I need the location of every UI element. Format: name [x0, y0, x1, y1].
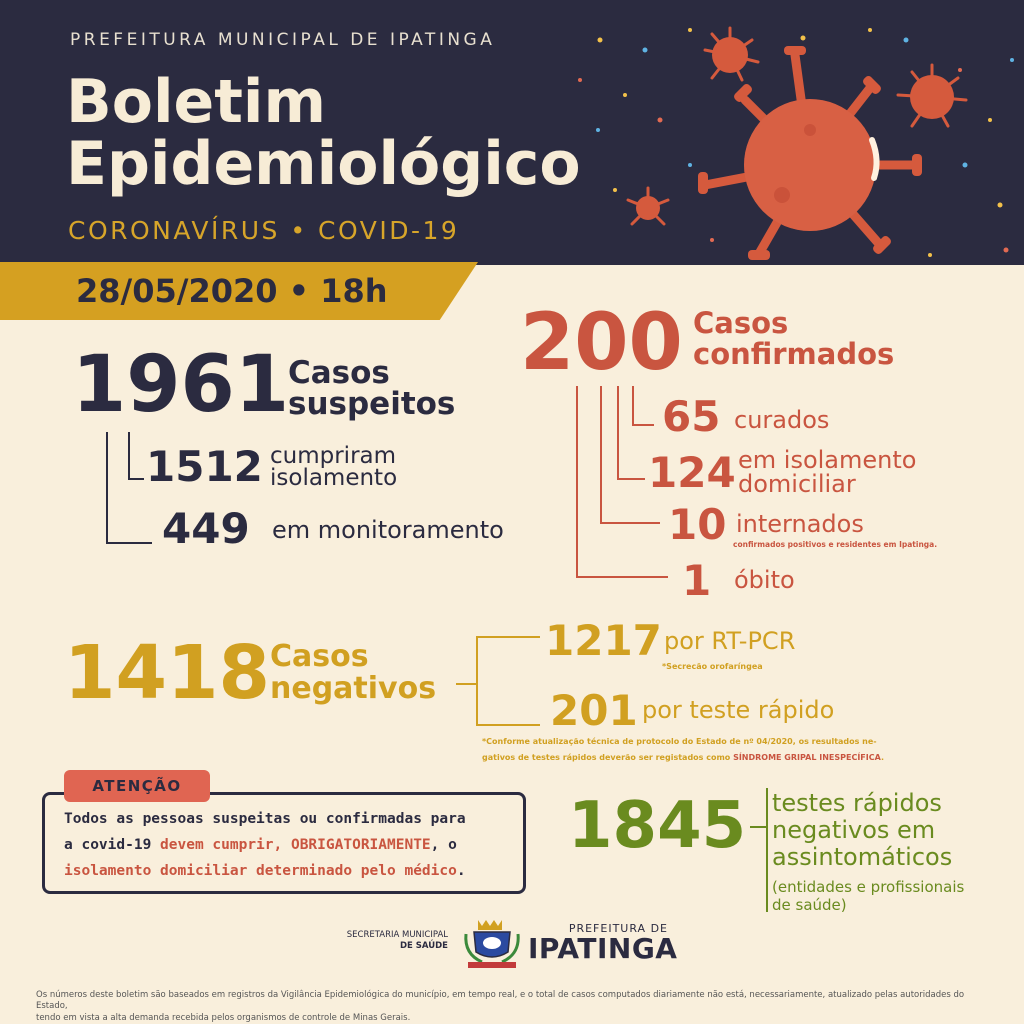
connector — [617, 386, 619, 480]
confirmados-total: 200 — [520, 298, 683, 388]
connector — [476, 636, 540, 638]
atencao-box — [42, 792, 526, 894]
atencao-badge: ATENÇÃO — [64, 770, 210, 802]
org-name: PREFEITURA MUNICIPAL DE IPATINGA — [70, 30, 496, 50]
isolamento-label-2: isolamento — [270, 465, 398, 491]
connector — [456, 683, 478, 685]
connector — [632, 424, 654, 426]
monitoramento-label: em monitoramento — [272, 516, 504, 544]
connector — [766, 788, 768, 912]
rtpcr-label: por RT-PCR — [664, 627, 796, 655]
connector — [576, 576, 668, 578]
isolamento-domiciliar-label-1: em isolamento — [738, 446, 917, 474]
prefeitura-logo: PREFEITURA DE IPATINGA — [528, 922, 678, 965]
testes-note-2: de saúde) — [772, 896, 847, 914]
rtpcr-value: 1217 — [545, 616, 662, 665]
suspeitos-label-2: suspeitos — [288, 386, 456, 422]
rapido-value: 201 — [550, 686, 638, 735]
connector — [106, 542, 152, 544]
isolamento-value: 1512 — [146, 442, 263, 491]
internados-label: internados — [736, 510, 864, 538]
confirmados-label-2: confirmados — [693, 337, 895, 371]
date-band — [0, 262, 478, 320]
obito-label: óbito — [734, 566, 795, 594]
monitoramento-value: 449 — [162, 504, 250, 553]
connector — [476, 724, 540, 726]
atencao-text: Todos as pessoas suspeitas ou confirmada… — [64, 811, 466, 879]
connector — [632, 386, 634, 426]
confirmados-label-1: Casos — [693, 306, 789, 340]
obito-value: 1 — [682, 556, 712, 605]
isolamento-domiciliar-value: 124 — [648, 448, 736, 497]
date-label: 28/05/2020 • 18h — [76, 272, 388, 310]
title-line-1: Boletim — [66, 67, 326, 137]
testes-label-3: assintomáticos — [772, 843, 953, 871]
suspeitos-total: 1961 — [72, 340, 290, 430]
connector — [128, 478, 144, 480]
connector — [750, 826, 766, 828]
rtpcr-note: *Secrecão orofaríngea — [662, 662, 763, 671]
connector — [128, 432, 130, 480]
title-line-2: Epidemiológico — [66, 129, 581, 199]
connector — [600, 386, 602, 524]
negativos-label-2: negativos — [270, 671, 437, 706]
testes-note-1: (entidades e profissionais — [772, 878, 965, 896]
connector — [106, 432, 108, 544]
suspeitos-label-1: Casos — [288, 355, 390, 391]
connector — [476, 636, 478, 726]
testes-value: 1845 — [568, 789, 747, 863]
curados-label: curados — [734, 406, 830, 434]
connector — [617, 478, 645, 480]
rapido-label: por teste rápido — [642, 696, 835, 724]
virus-illustration — [578, 26, 1014, 260]
isolamento-domiciliar-label-2: domiciliar — [738, 470, 856, 498]
curados-value: 65 — [662, 392, 721, 441]
testes-label-2: negativos em — [772, 816, 936, 844]
secretaria-logo: SECRETARIA MUNICIPAL DE SAÚDE — [346, 930, 448, 952]
footer-disclaimer: Os números deste boletim são baseados em… — [36, 990, 965, 1023]
connector — [576, 386, 578, 578]
subtitle: CORONAVÍRUS • COVID-19 — [68, 216, 460, 245]
negativos-total: 1418 — [64, 630, 270, 716]
connector — [600, 522, 660, 524]
internados-value: 10 — [668, 500, 727, 549]
isolamento-label-1: cumpriram — [270, 443, 397, 469]
internados-note: confirmados positivos e residentes em Ip… — [733, 540, 938, 549]
negativos-note-1: *Conforme atualização técnica de protoco… — [482, 737, 877, 746]
negativos-note-2: gativos de testes rápidos deverão ser re… — [482, 753, 884, 762]
coat-of-arms-icon — [464, 920, 520, 968]
testes-label-1: testes rápidos — [772, 789, 942, 817]
negativos-label-1: Casos — [270, 639, 369, 674]
